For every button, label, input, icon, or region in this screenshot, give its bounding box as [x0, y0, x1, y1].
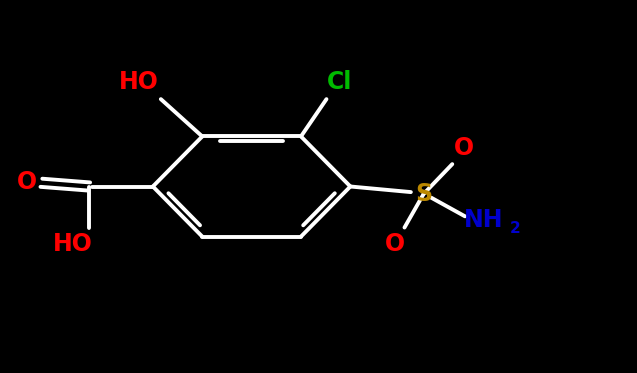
Text: O: O [17, 170, 38, 194]
Text: O: O [454, 137, 474, 160]
Text: S: S [415, 182, 432, 206]
Text: HO: HO [54, 232, 93, 256]
Text: HO: HO [118, 70, 159, 94]
Text: O: O [385, 232, 405, 256]
Text: Cl: Cl [327, 70, 352, 94]
Text: NH: NH [464, 208, 504, 232]
Text: 2: 2 [510, 221, 520, 236]
